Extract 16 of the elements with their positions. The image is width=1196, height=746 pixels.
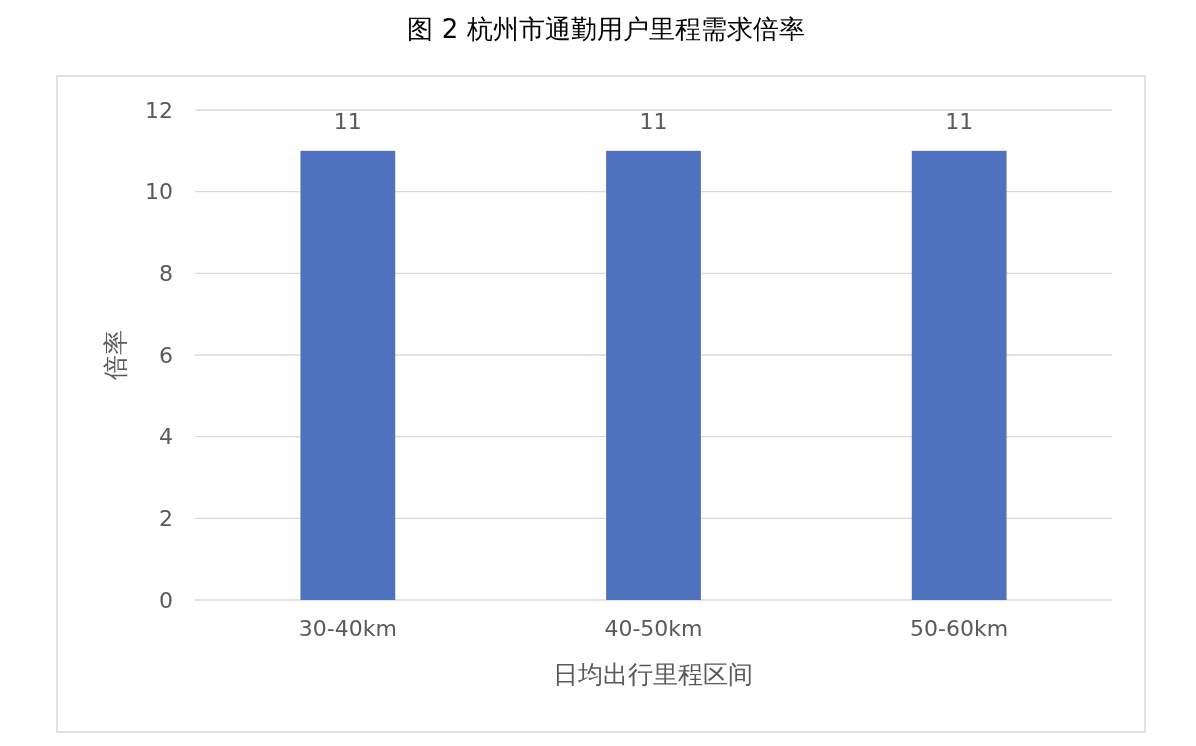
y-tick-label: 6: [159, 342, 173, 368]
y-tick-label: 2: [159, 506, 173, 532]
data-label: 11: [639, 108, 668, 134]
y-tick-label: 12: [145, 97, 173, 123]
data-label: 11: [945, 108, 974, 134]
x-tick-label: 30-40km: [298, 616, 397, 641]
y-tick-label: 8: [159, 261, 173, 287]
y-tick-label: 4: [159, 424, 173, 450]
x-axis-title: 日均出行里程区间: [553, 660, 753, 689]
x-tick-label: 40-50km: [604, 616, 703, 641]
x-tick-label: 50-60km: [910, 616, 1009, 641]
data-label: 11: [333, 108, 362, 134]
y-tick-label: 10: [145, 179, 173, 205]
chart-title: 图 2 杭州市通勤用户里程需求倍率: [407, 14, 805, 44]
y-tick-label: 0: [159, 587, 173, 613]
y-axis-title: 倍率: [101, 330, 130, 380]
